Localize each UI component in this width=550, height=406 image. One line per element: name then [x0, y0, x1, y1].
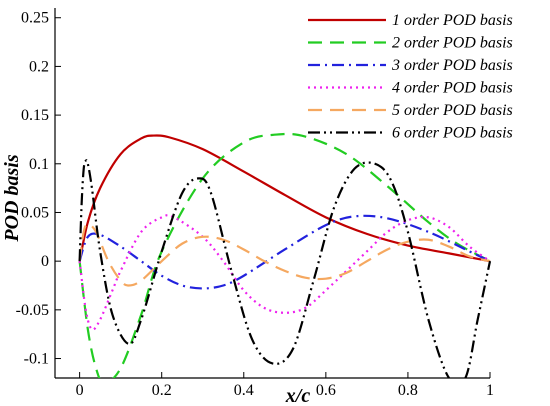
x-tick-label: 0.6	[316, 382, 336, 399]
series-line-5	[78, 223, 491, 287]
y-tick-label: 0.1	[29, 156, 49, 173]
legend: 1 order POD basis 2 order POD basis 3 orde…	[308, 12, 513, 142]
legend-label-5: 5 order POD basis	[392, 102, 513, 119]
y-tick-label: 0.15	[21, 107, 49, 124]
x-tick-label: 0	[76, 382, 84, 399]
y-axis-label: POD basis	[1, 154, 23, 242]
axes-frame	[54, 8, 490, 379]
y-tick-label: -0.05	[16, 302, 49, 319]
y-tick-label: 0.2	[29, 58, 49, 75]
x-axis-ticks: 0 0.2 0.4 0.6 0.8 1	[76, 372, 494, 399]
x-tick-label: 0.2	[152, 382, 172, 399]
y-tick-label: 0.25	[21, 10, 49, 27]
legend-label-3: 3 order POD basis	[391, 57, 513, 74]
x-tick-label: 1	[486, 382, 494, 399]
legend-label-4: 4 order POD basis	[392, 80, 513, 97]
series-line-3	[78, 214, 491, 290]
legend-label-1: 1 order POD basis	[392, 12, 513, 29]
series-line-1	[78, 134, 491, 263]
y-tick-label: 0	[41, 253, 49, 270]
x-tick-label: 0.4	[234, 382, 254, 399]
x-axis-label: x/c	[285, 385, 311, 406]
legend-label-6: 6 order POD basis	[392, 125, 513, 142]
x-tick-label: 0.8	[398, 382, 418, 399]
plot-area	[78, 132, 492, 378]
legend-label-2: 2 order POD basis	[392, 35, 513, 52]
y-tick-label: 0.05	[21, 204, 49, 221]
y-axis-ticks: -0.1 -0.05 0 0.05 0.1 0.15 0.2 0.25	[16, 10, 61, 368]
y-tick-label: -0.1	[24, 351, 49, 368]
series-line-2	[78, 132, 491, 378]
